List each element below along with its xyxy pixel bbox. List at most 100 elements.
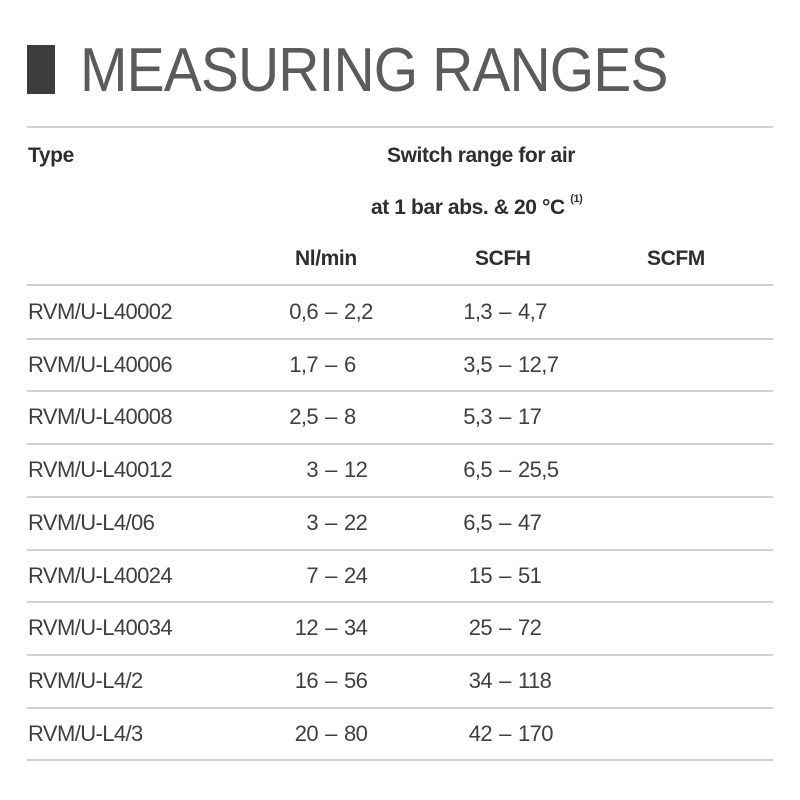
range-dash: – [499,404,511,430]
nlmin-min: 2,5 [289,404,318,430]
cell-scfh: 3,5–12,7 [440,351,559,378]
cell-scfh: 34–118 [440,667,552,694]
cell-nlmin: 3–12 [262,457,368,483]
cell-nlmin: 0,6–2,2 [262,299,373,325]
header-type: Type [28,144,74,167]
row-divider [27,601,773,603]
cell-scfh: 15–51 [440,562,542,589]
nlmin-min: 16 [294,667,319,693]
range-dash: – [325,562,337,588]
cell-scfh: 1,3–4,7 [440,299,547,325]
nlmin-min: 1,7 [289,351,318,377]
nlmin-min: 20 [294,720,319,746]
range-dash: – [499,509,511,535]
nlmin-max: 8 [344,404,356,430]
range-dash: – [325,299,337,324]
scfh-max: 25,5 [518,457,559,483]
cell-scfh: 6,5–25,5 [440,457,559,483]
range-dash: – [499,299,511,324]
row-divider [27,338,773,340]
nlmin-max: 24 [344,562,368,588]
nlmin-min: 3 [306,457,318,483]
nlmin-min: 0,6 [289,299,318,324]
scfh-max: 72 [518,615,542,641]
nlmin-max: 80 [344,720,368,746]
cell-type: RVM/U-L40012 [28,457,173,483]
range-dash: – [325,457,337,483]
title-marker-block [27,45,55,94]
cell-nlmin: 3–22 [262,509,368,536]
header-switch-range: Switch range for air [387,144,576,167]
scfh-max: 12,7 [518,351,559,377]
scfh-min: 42 [468,720,493,746]
scfh-max: 118 [518,667,552,693]
row-divider [27,759,773,761]
scfh-min: 34 [468,667,493,693]
range-dash: – [499,351,511,377]
range-dash: – [325,615,337,641]
row-divider [27,390,773,392]
cell-scfh: 5,3–17 [440,404,542,430]
header-top-rule [27,126,773,128]
cell-scfh: 25–72 [440,615,542,641]
header-conditions-text: at 1 bar abs. & 20 °C [371,196,565,219]
scfh-min: 25 [468,615,493,641]
footnote-ref: (1) [570,193,583,205]
range-dash: – [499,562,511,588]
cell-scfh: 6,5–47 [440,509,542,536]
column-header-scfh: SCFH [475,247,531,270]
nlmin-max: 34 [344,615,368,641]
cell-nlmin: 7–24 [262,562,368,589]
cell-type: RVM/U-L40024 [28,562,173,588]
row-divider [27,549,773,551]
cell-nlmin: 16–56 [262,667,368,694]
range-dash: – [325,667,337,693]
scfh-max: 47 [518,509,542,535]
cell-nlmin: 12–34 [262,615,368,641]
range-dash: – [499,457,511,483]
scfh-min: 6,5 [463,509,492,535]
column-header-nlmin: Nl/min [295,247,357,270]
cell-type: RVM/U-L4/06 [28,509,155,535]
nlmin-min: 7 [306,562,318,588]
cell-type: RVM/U-L40034 [28,615,173,641]
cell-type: RVM/U-L40006 [28,351,173,377]
range-dash: – [499,720,511,746]
nlmin-max: 6 [344,351,356,377]
cell-scfh: 42–170 [440,720,554,747]
scfh-max: 51 [518,562,542,588]
nlmin-max: 2,2 [344,299,373,324]
row-divider [27,496,773,498]
header-conditions: at 1 bar abs. & 20 °C (1) [371,193,583,220]
nlmin-min: 3 [306,509,318,535]
scfh-max: 4,7 [518,299,547,324]
range-dash: – [499,667,511,693]
row-divider [27,707,773,709]
row-divider [27,654,773,656]
nlmin-max: 22 [344,509,368,535]
header-bottom-rule [27,284,773,286]
cell-type: RVM/U-L40002 [28,299,173,324]
scfh-min: 6,5 [463,457,492,483]
row-divider [27,443,773,445]
range-dash: – [325,351,337,377]
range-dash: – [325,509,337,535]
range-dash: – [325,404,337,430]
cell-type: RVM/U-L40008 [28,404,173,430]
scfh-min: 1,3 [463,299,492,324]
cell-type: RVM/U-L4/2 [28,667,143,693]
scfh-min: 3,5 [463,351,492,377]
cell-nlmin: 2,5–8 [262,404,356,430]
page-title: MEASURING RANGES [80,36,668,105]
cell-type: RVM/U-L4/3 [28,720,143,746]
scfh-max: 17 [518,404,542,430]
scfh-min: 15 [468,562,493,588]
cell-nlmin: 20–80 [262,720,368,747]
nlmin-min: 12 [294,615,319,641]
scfh-min: 5,3 [463,404,492,430]
scfh-max: 170 [518,720,554,746]
range-dash: – [325,720,337,746]
nlmin-max: 12 [344,457,368,483]
range-dash: – [499,615,511,641]
column-header-scfm: SCFM [647,247,705,270]
